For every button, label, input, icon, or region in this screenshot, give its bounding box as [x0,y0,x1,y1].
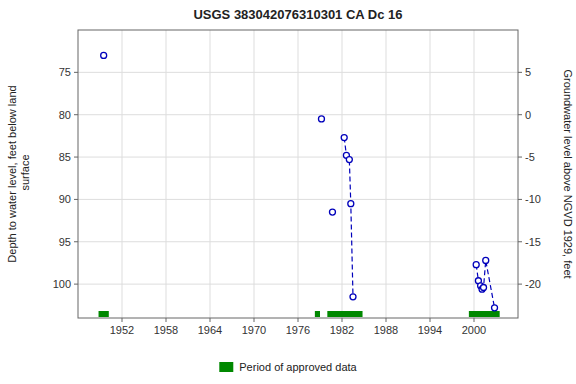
y-tick [74,72,78,73]
x-tick [474,318,475,322]
y-tick-label: 95 [59,236,71,248]
y2-tick-label: 5 [525,66,531,78]
approved-period [327,311,362,317]
data-point [101,52,107,58]
grid-line [78,157,518,158]
x-tick-label: 1976 [286,324,310,336]
data-point [481,285,487,291]
x-tick-label: 1982 [330,324,354,336]
y-axis-label-line: Depth to water level, feet below land [6,85,18,262]
approved-period [469,311,500,317]
grid-line [78,241,518,242]
approved-period [315,311,320,317]
connector-line [344,138,353,297]
y2-tick-label: -15 [525,236,541,248]
x-tick [166,318,167,322]
chart: 1952 1958 1964 1970 1976 1982 1988 1994 2000 75 80… [0,0,576,384]
y-tick [74,157,78,158]
y-tick-label: 100 [53,278,71,290]
x-tick-label: 1952 [110,324,134,336]
y2-tick [518,72,522,73]
x-tick-label: 1964 [198,324,222,336]
x-tick [122,318,123,322]
grid-line [386,30,387,318]
plot-area [78,30,518,318]
x-tick [386,318,387,322]
y-axis-label: Depth to water level, feet below land su… [6,85,31,262]
axes: 1952 1958 1964 1970 1976 1982 1988 1994 2000 75 80… [53,66,541,336]
y-tick-label: 90 [59,193,71,205]
data-point [318,116,324,122]
data-point [483,257,489,263]
y-tick-label: 80 [59,109,71,121]
grid-line [298,30,299,318]
x-tick-label: 1994 [418,324,442,336]
legend-swatch [219,362,233,372]
x-tick-label: 1970 [242,324,266,336]
grid-line [122,30,123,318]
grid-line [474,30,475,318]
y-tick [74,284,78,285]
legend-label: Period of approved data [239,361,357,373]
grid-line [78,199,518,200]
y2-tick [518,157,522,158]
x-tick [342,318,343,322]
data-point [350,294,356,300]
y2-tick [518,284,522,285]
title: USGS 383042076310301 CA Dc 16 [193,7,402,22]
y2-tick-label: 0 [525,109,531,121]
y2-axis-label: Groundwater level above NGVD 1929, feet [562,69,574,278]
grid-line [78,284,518,285]
x-tick [210,318,211,322]
grid-line [78,114,518,115]
x-tick [430,318,431,322]
x-tick [298,318,299,322]
y-tick [74,241,78,242]
data-point [346,157,352,163]
x-tick-label: 1988 [374,324,398,336]
data-point [348,201,354,207]
x-tick-label: 2000 [462,324,486,336]
y-tick [74,199,78,200]
data-point [492,305,498,311]
y2-tick [518,114,522,115]
marks [99,52,500,317]
data-point [341,135,347,141]
grid-line [210,30,211,318]
data-point [329,209,335,215]
x-tick [254,318,255,322]
grid-line [78,72,518,73]
y2-tick-label: -10 [525,193,541,205]
approved-period [99,311,109,317]
grid-line [430,30,431,318]
grid-line [166,30,167,318]
y-tick-label: 85 [59,151,71,163]
x-tick-label: 1958 [154,324,178,336]
grid-line [254,30,255,318]
grid-line [342,30,343,318]
y-tick-label: 75 [59,66,71,78]
data-point [473,262,479,268]
connector-line [476,260,494,307]
y2-tick [518,199,522,200]
y2-tick-label: -20 [525,278,541,290]
grid [78,30,518,318]
y-axis-label-line: surface [19,154,31,193]
legend: Period of approved data [219,361,357,373]
plot-frame [78,30,518,318]
y2-tick [518,241,522,242]
y2-tick-label: -5 [525,151,535,163]
y-tick [74,114,78,115]
